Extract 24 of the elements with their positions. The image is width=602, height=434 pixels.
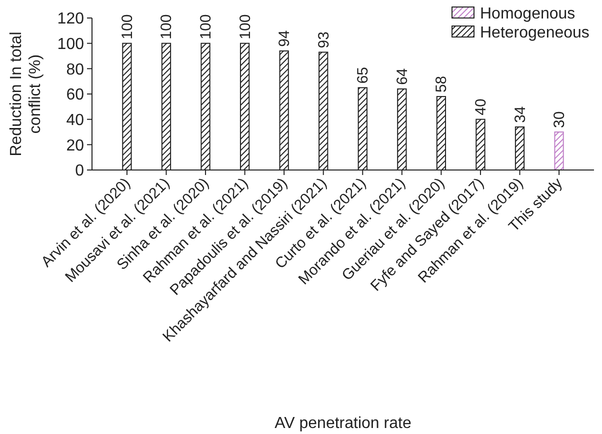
y-tick-label: 40 — [66, 112, 84, 129]
data-label: 100 — [158, 14, 176, 40]
data-label: 93 — [315, 32, 332, 48]
data-label: 64 — [394, 68, 411, 85]
y-tick-label: 100 — [57, 36, 84, 53]
y-tick-label: 0 — [75, 162, 84, 180]
bar — [554, 132, 564, 170]
legend-label: Heterogeneous — [480, 24, 590, 42]
y-axis-title: Reduction In total conflict (%) — [8, 32, 44, 156]
data-label: 58 — [433, 76, 450, 93]
data-label: 100 — [118, 14, 136, 40]
y-tick-label: 120 — [57, 10, 84, 28]
legend-label: Homogenous — [480, 6, 576, 23]
data-label: 94 — [276, 30, 294, 47]
data-label: 65 — [354, 66, 372, 84]
y-tick-label: 80 — [66, 61, 84, 78]
data-label: 100 — [236, 14, 254, 40]
x-axis-title: AV penetration rate — [274, 415, 412, 432]
data-label: 30 — [551, 111, 568, 128]
y-tick-label: 60 — [66, 86, 84, 104]
y-tick-label: 20 — [66, 137, 84, 154]
data-label: 40 — [472, 98, 490, 116]
data-label: 34 — [512, 106, 529, 123]
data-label: 100 — [198, 14, 215, 40]
